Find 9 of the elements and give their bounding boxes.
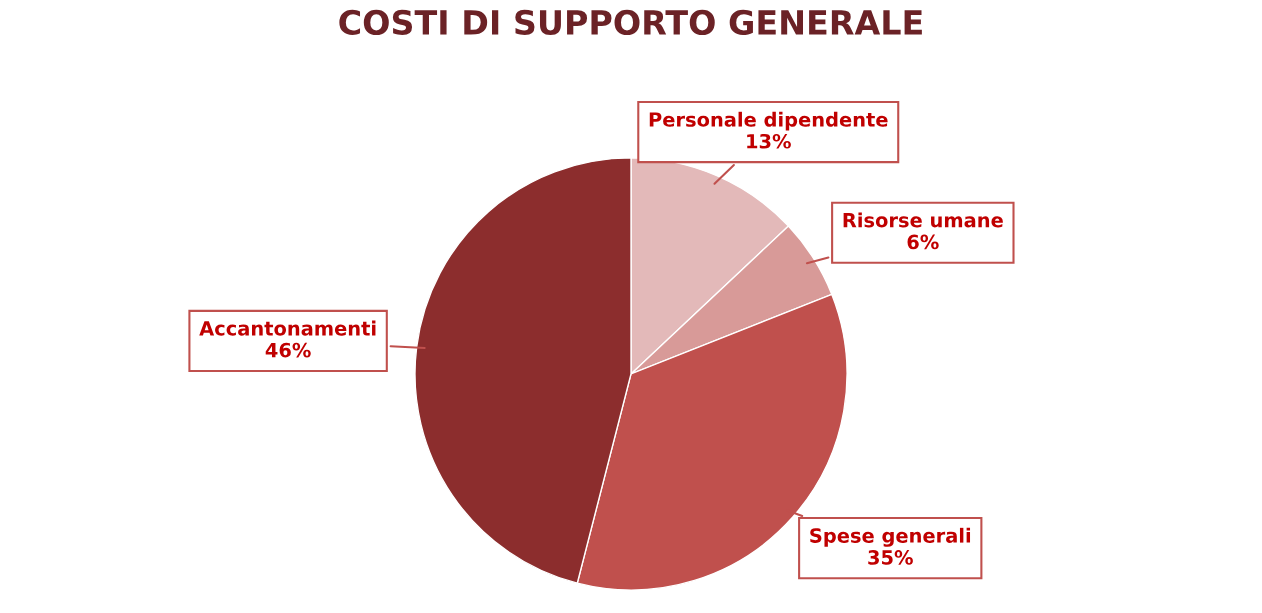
data-label: 13% — [747, 133, 791, 149]
chart-title: COSTI DI SUPPORTO GENERALE — [339, 9, 922, 35]
slice-label: Personale dipendente — [649, 111, 888, 131]
slice-label: Spese generali — [810, 527, 971, 547]
slice-label: Risorse umane — [843, 212, 1003, 228]
slice-label: Accantonamenti — [199, 320, 376, 336]
data-label: 46% — [265, 342, 311, 358]
data-label: 6% — [907, 234, 939, 250]
data-label: 35% — [868, 550, 913, 565]
